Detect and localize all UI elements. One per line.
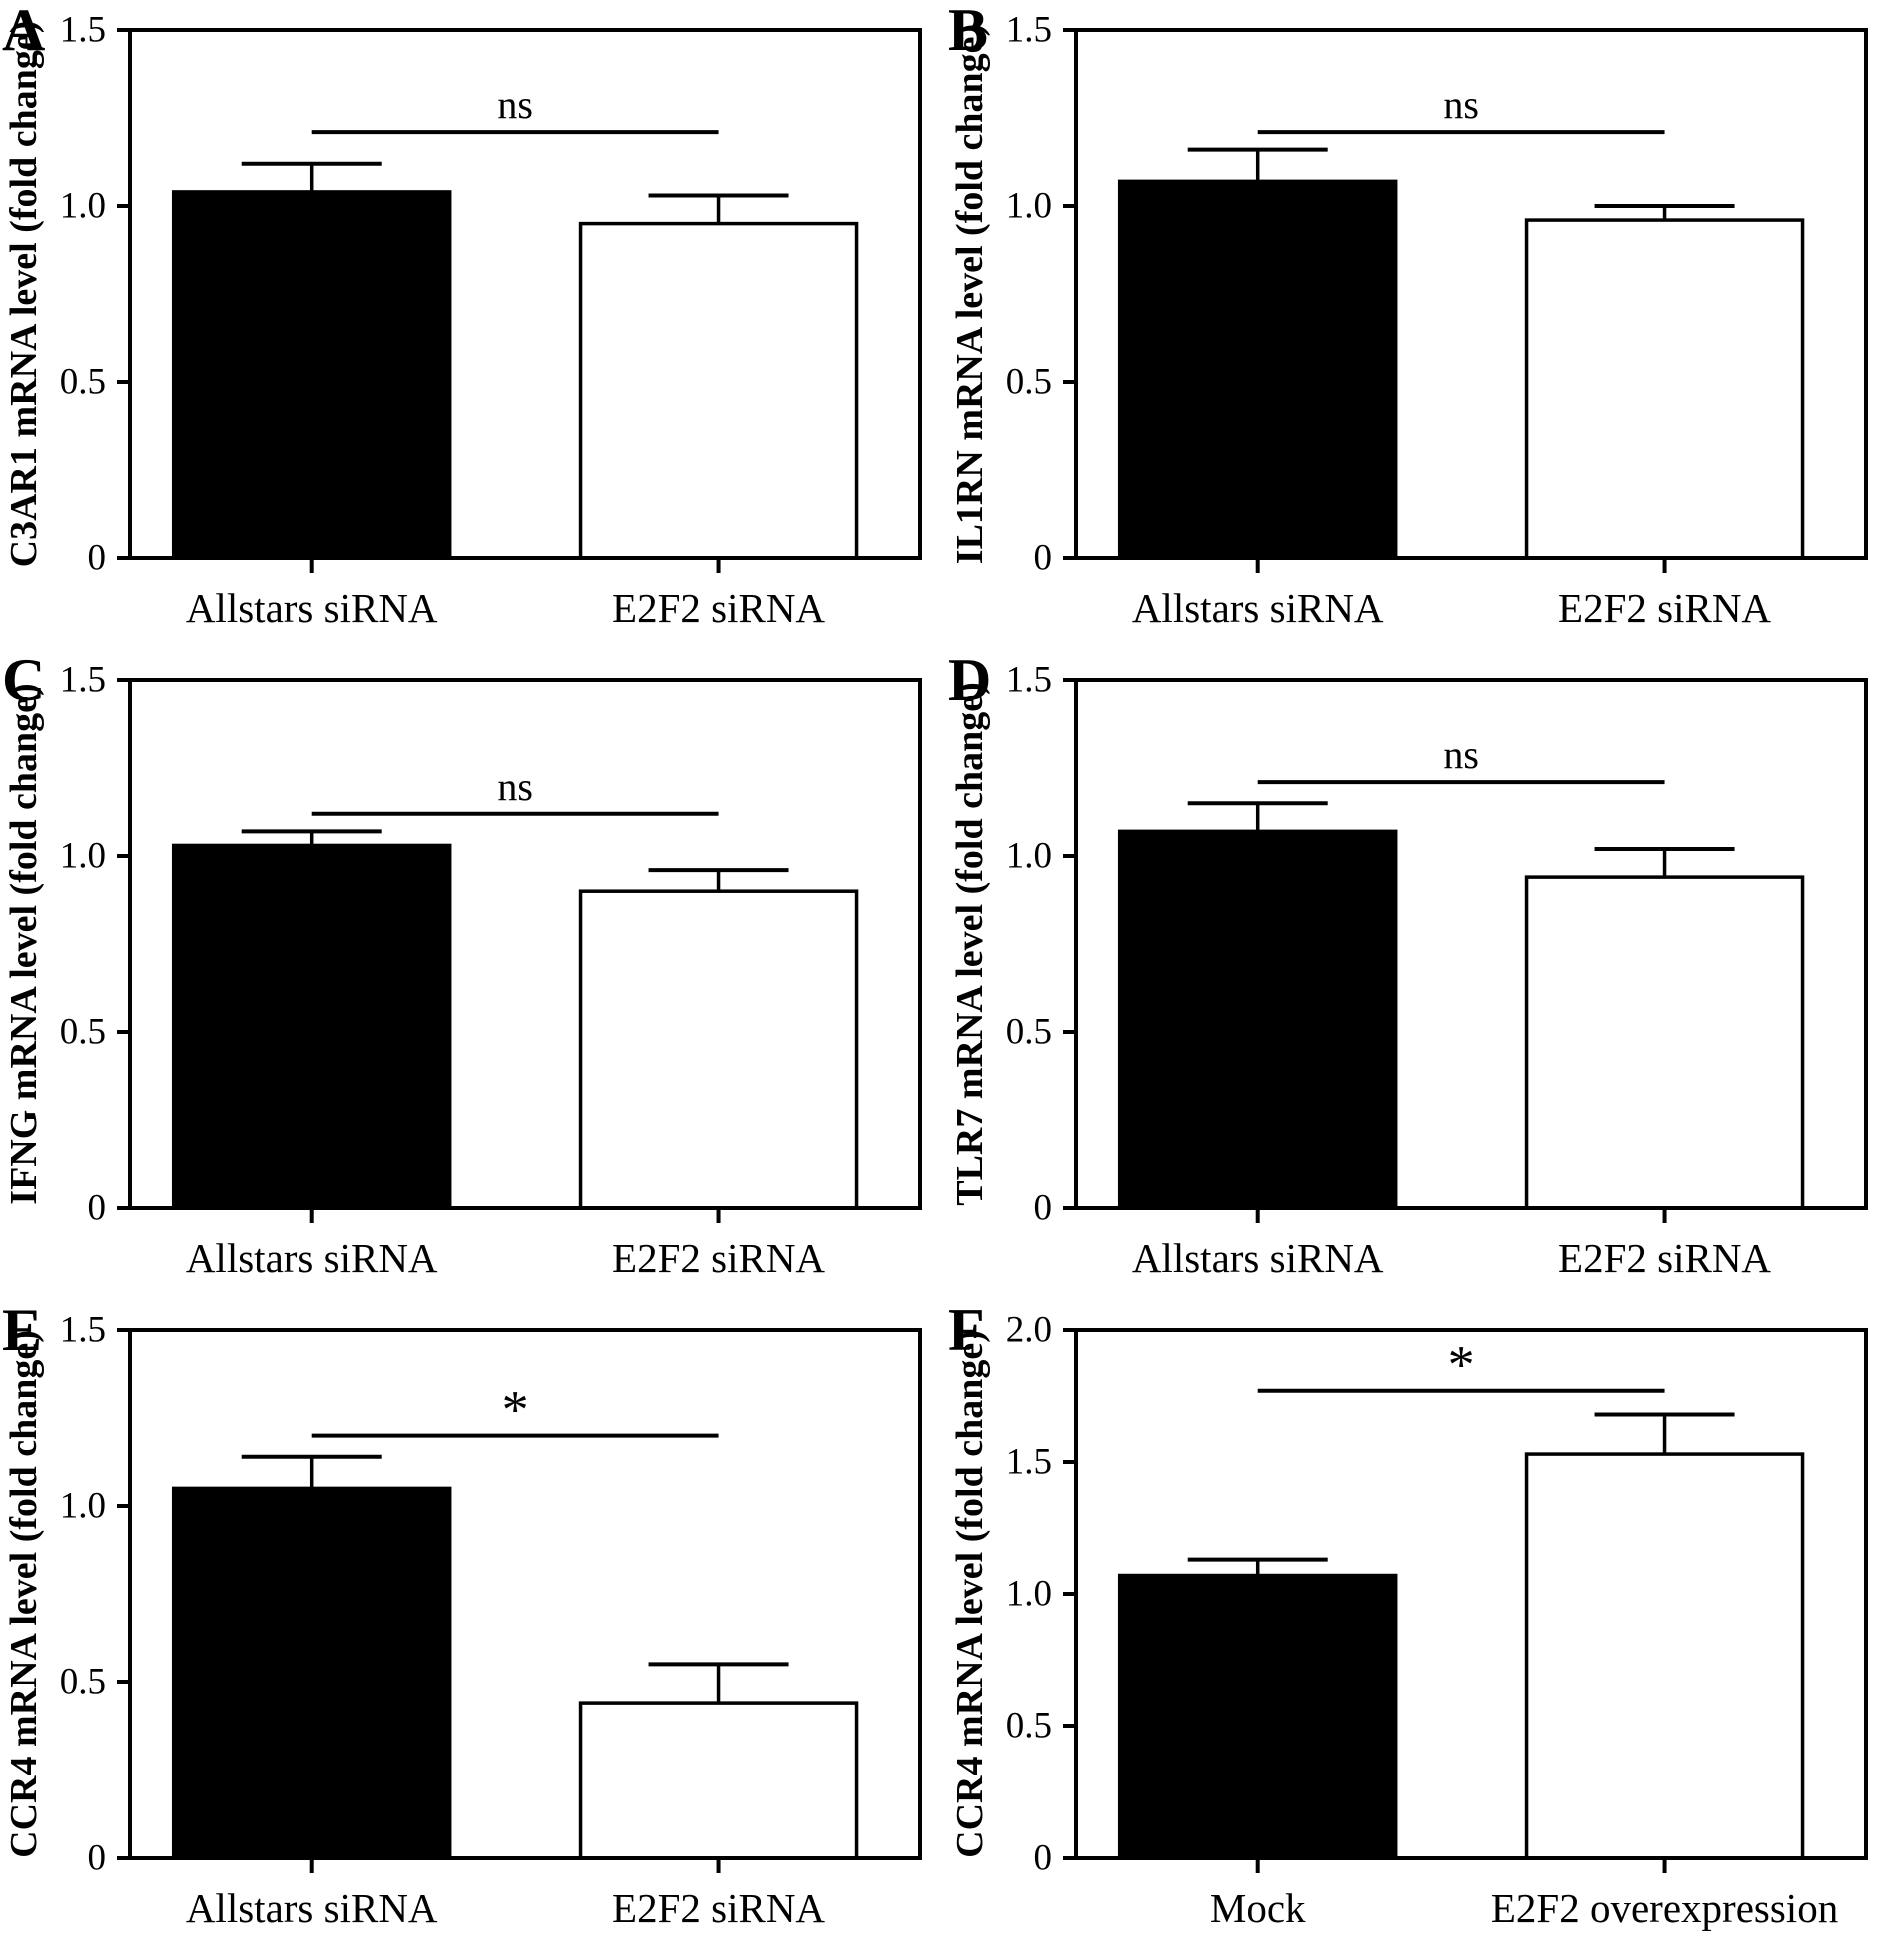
y-axis-label: CCR4 mRNA level (fold change) xyxy=(949,1330,991,1858)
y-tick-label: 0.5 xyxy=(60,1012,106,1053)
y-axis-label: TLR7 mRNA level (fold change) xyxy=(949,682,991,1206)
y-tick-label: 1.0 xyxy=(1006,1574,1052,1615)
panel-f: F 0 0.5 1.0 1.5 2.0 Mock E2F2 overexpression CC… xyxy=(946,1300,1891,1950)
y-axis-label: IL1RN mRNA level (fold change) xyxy=(949,24,991,564)
x-category-label: Mock xyxy=(1210,1885,1306,1931)
y-tick-label: 2.0 xyxy=(1006,1310,1052,1351)
panel-e-letter: E xyxy=(2,1297,43,1363)
y-tick-label: 0.5 xyxy=(1006,362,1052,403)
bar-chart-il1rn: 0 0.5 1.0 1.5 Allstars siRNA E2F2 siRNA IL1RN … xyxy=(949,10,1868,631)
plot-box xyxy=(1074,678,1868,1210)
bar-chart-ccr4-overexpression: 0 0.5 1.0 1.5 2.0 Mock E2F2 overexpression CCR4… xyxy=(949,1310,1868,1931)
bar xyxy=(1524,1452,1805,1860)
significance-label: ns xyxy=(497,764,533,809)
bar xyxy=(1117,179,1398,560)
bar xyxy=(578,221,859,560)
significance-label: ns xyxy=(1443,82,1479,127)
panel-b: B 0 0.5 1.0 1.5 Allstars siRNA E2F2 siRNA IL1R… xyxy=(946,0,1891,650)
y-tick-label: 1.0 xyxy=(60,836,106,877)
y-tick-label: 1.5 xyxy=(60,1310,106,1351)
y-tick-label: 0.5 xyxy=(60,362,106,403)
x-category-label: Allstars siRNA xyxy=(186,585,438,631)
x-category-label: E2F2 siRNA xyxy=(612,1235,825,1281)
bar xyxy=(171,843,452,1210)
y-tick-label: 1.5 xyxy=(60,10,106,51)
bar-chart-tlr7: 0 0.5 1.0 1.5 Allstars siRNA E2F2 siRNA TLR7 m… xyxy=(949,660,1868,1281)
bar xyxy=(1117,829,1398,1210)
panel-b-letter: B xyxy=(948,0,989,63)
y-tick-label: 1.5 xyxy=(1006,10,1052,51)
y-tick-label: 0.5 xyxy=(1006,1706,1052,1747)
panel-d: D 0 0.5 1.0 1.5 Allstars siRNA E2F2 siRNA TLR7… xyxy=(946,650,1891,1300)
bar-chart-c3ar1: 0 0.5 1.0 1.5 Allstars siRNA E2F2 siRNA C3AR1 … xyxy=(3,10,922,631)
x-category-label: Allstars siRNA xyxy=(186,1235,438,1281)
bar xyxy=(1117,1573,1398,1860)
bar xyxy=(1524,875,1805,1210)
plot-box xyxy=(128,1328,922,1860)
y-tick-label: 1.5 xyxy=(60,660,106,701)
y-tick-label: 0 xyxy=(88,1188,107,1229)
plot-box xyxy=(128,28,922,560)
bar-chart-ccr4-sirna: 0 0.5 1.0 1.5 Allstars siRNA E2F2 siRNA CCR4 m… xyxy=(3,1310,922,1931)
y-tick-label: 0 xyxy=(1034,1838,1053,1879)
significance-label: ns xyxy=(497,82,533,127)
bar-chart-ifng: 0 0.5 1.0 1.5 Allstars siRNA E2F2 siRNA IFNG m… xyxy=(3,660,922,1281)
bar xyxy=(171,190,452,560)
panel-c-letter: C xyxy=(2,647,46,713)
y-axis-label: IFNG mRNA level (fold change) xyxy=(3,683,45,1204)
y-tick-label: 0.5 xyxy=(1006,1012,1052,1053)
x-category-label: Allstars siRNA xyxy=(186,1885,438,1931)
y-tick-label: 0 xyxy=(1034,538,1053,579)
significance-label: * xyxy=(502,1380,529,1440)
y-tick-label: 1.0 xyxy=(1006,836,1052,877)
panel-f-letter: F xyxy=(948,1297,985,1363)
bar xyxy=(171,1486,452,1860)
y-tick-label: 1.0 xyxy=(60,1486,106,1527)
y-axis-label: CCR4 mRNA level (fold change) xyxy=(3,1330,45,1858)
y-axis-label: C3AR1 mRNA level (fold change) xyxy=(3,21,45,568)
x-category-label: E2F2 siRNA xyxy=(612,1885,825,1931)
significance-label: * xyxy=(1448,1335,1475,1395)
panel-e: E 0 0.5 1.0 1.5 Allstars siRNA E2F2 siRNA CCR4… xyxy=(0,1300,945,1950)
y-tick-label: 0 xyxy=(88,538,107,579)
panel-a-letter: A xyxy=(2,0,46,63)
y-tick-label: 1.5 xyxy=(1006,1442,1052,1483)
x-category-label: Allstars siRNA xyxy=(1132,1235,1384,1281)
y-tick-label: 0 xyxy=(88,1838,107,1879)
x-category-label: E2F2 overexpression xyxy=(1491,1885,1838,1931)
panel-a: A 0 0.5 1.0 1.5 Allstars siRNA E2F2 siRNA C3AR… xyxy=(0,0,945,650)
plot-box xyxy=(128,678,922,1210)
x-category-label: E2F2 siRNA xyxy=(612,585,825,631)
x-category-label: E2F2 siRNA xyxy=(1558,585,1771,631)
bar xyxy=(578,889,859,1210)
y-tick-label: 1.0 xyxy=(1006,186,1052,227)
significance-label: ns xyxy=(1443,732,1479,777)
y-tick-label: 0 xyxy=(1034,1188,1053,1229)
x-category-label: Allstars siRNA xyxy=(1132,585,1384,631)
y-tick-label: 0.5 xyxy=(60,1662,106,1703)
panel-d-letter: D xyxy=(948,647,992,713)
bar xyxy=(1524,218,1805,560)
x-category-label: E2F2 siRNA xyxy=(1558,1235,1771,1281)
y-tick-label: 1.0 xyxy=(60,186,106,227)
plot-box xyxy=(1074,28,1868,560)
bar xyxy=(578,1701,859,1860)
panel-c: C 0 0.5 1.0 1.5 Allstars siRNA E2F2 siRNA IFNG… xyxy=(0,650,945,1300)
y-tick-label: 1.5 xyxy=(1006,660,1052,701)
